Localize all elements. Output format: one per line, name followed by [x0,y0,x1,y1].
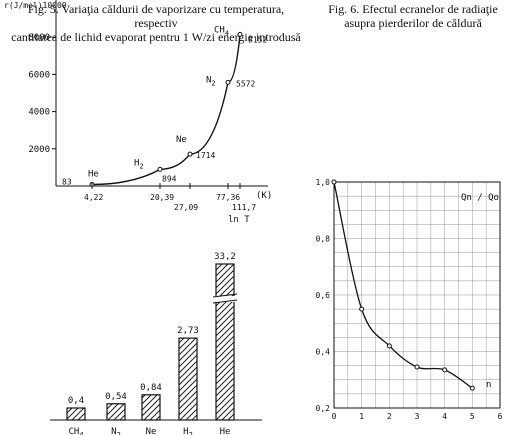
category-label: H2 [183,427,193,435]
x-axis-unit-label: (K) [256,191,272,201]
x-tick-label: 5 [470,412,475,421]
x-tick-label: 1 [359,412,364,421]
point-value-label: 894 [162,174,177,183]
category-label: N2 [111,427,121,435]
bar-value-label: 0,54 [105,392,127,402]
bar [66,407,86,421]
y-axis-label: r(J/mol)10000 [4,1,67,10]
point-name-label: N2 [206,75,216,87]
x-tick-label: 27,09 [174,203,198,212]
point-name-label: He [88,169,99,179]
heat-of-vaporization-chart: r(J/mol)10000 2000 4000 6000 8000 He 83 H2 894 Ne… [4,0,272,225]
point-name-label: H2 [134,158,144,170]
axis-break-gap [214,296,236,302]
point-value-label: 83 [62,177,72,186]
axis-break-mark [212,293,238,298]
x-tick-label: 6 [498,412,503,421]
y-tick-label: 0,8 [316,235,331,244]
x-tick-label: 0 [332,412,337,421]
point-value-label: 8152 [248,35,267,44]
y-tick-label: 0,2 [316,404,331,413]
bar [215,263,235,421]
bar [106,403,126,421]
x-tick-label: 20,39 [150,193,174,202]
data-point [237,31,243,37]
figure-6-caption-line-1: Fig. 6. Efectul ecranelor de radiaţie [328,2,498,16]
figure-6-caption: Fig. 6. Efectul ecranelor de radiaţie as… [318,2,508,30]
point-name-label: CH4 [214,25,229,37]
figure-5-caption: Fig. 5. Variaţia căldurii de vaporizare … [6,2,306,44]
y-tick-label: 8000 [28,33,50,43]
data-point [442,367,448,373]
figure-5-caption-line-2: cantitatea de lichid evaporat pentru 1 W… [11,30,301,44]
figure-5-caption-line-1: Fig. 5. Variaţia căldurii de vaporizare … [27,2,285,30]
plot-frame [333,181,501,409]
radiation-shield-chart: 0,2 0,4 0,6 0,8 1,0 0 1 2 3 4 5 6 Qn / Qo n [316,178,503,421]
point-name-label: Ne [176,135,187,145]
y-tick-label: 0,4 [316,348,331,357]
series-line [91,34,241,186]
category-label: He [220,427,231,435]
bar-value-label: 33,2 [214,252,236,262]
y-tick-label: 6000 [28,70,50,80]
x-tick-label: 2 [387,412,392,421]
bar [178,337,198,421]
x-tick-label: 4,22 [84,193,103,202]
data-point [359,306,365,312]
point-value-label: 5572 [236,79,255,88]
data-point [225,79,231,85]
figure-6-caption-line-2: asupra pierderilor de căldură [344,16,482,30]
x-tick-label: 3 [415,412,420,421]
bar-value-label: 2,73 [177,326,199,336]
y-tick-label: 2000 [28,145,50,155]
y-axis-label: Qn / Qo [461,193,499,203]
x-tick-label: 4 [442,412,447,421]
x-axis-label: n [486,380,491,390]
y-tick-label: 4000 [28,108,50,118]
data-point [187,151,193,157]
data-point [414,364,420,370]
x-tick-label: 111,7 [232,203,256,212]
bar-value-label: 0,4 [68,396,84,406]
data-point [157,166,163,172]
bar [141,394,161,421]
evaporated-liquid-bar-chart: 0,4 CH4 0,54 N2 0,84 Ne 2,73 H2 33,2 He [50,252,262,435]
y-tick-label: 0,6 [316,291,331,300]
y-tick-label: 1,0 [316,178,331,187]
x-axis-label: ln T [228,215,250,225]
x-tick-label: 77,36 [216,193,240,202]
category-label: Ne [146,427,157,435]
category-label: CH4 [68,427,83,435]
bar-value-label: 0,84 [140,383,162,393]
data-point [386,343,392,349]
point-value-label: 1714 [196,151,215,160]
axis-break-mark [212,299,238,304]
data-point [331,179,337,185]
data-point [469,385,475,391]
